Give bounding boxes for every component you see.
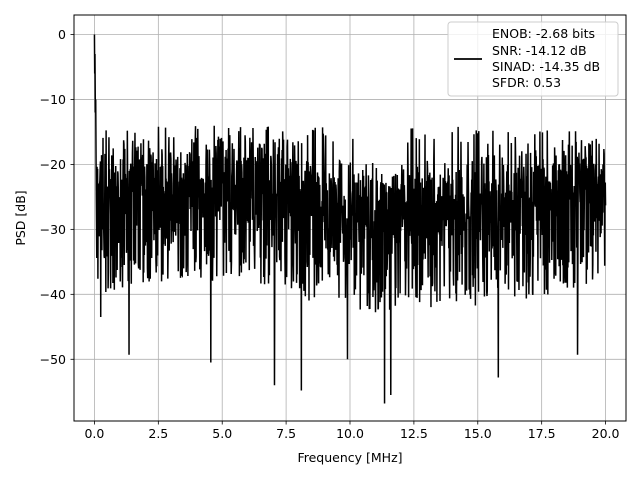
x-tick-label: 2.5 [148, 426, 168, 441]
x-tick-label: 7.5 [276, 426, 296, 441]
legend: ENOB: -2.68 bits SNR: -14.12 dB SINAD: -… [447, 21, 619, 97]
y-tick-label: −30 [40, 222, 66, 237]
y-tick-label: −10 [40, 92, 66, 107]
x-tick-label: 15.0 [464, 426, 492, 441]
x-tick-label: 10.0 [336, 426, 364, 441]
y-tick-label: −20 [40, 157, 66, 172]
legend-entry-line-1: ENOB: -2.68 bits [492, 26, 595, 41]
y-axis-label: PSD [dB] [13, 190, 28, 245]
psd-series-line [93, 34, 607, 404]
legend-entry-line-4: SFDR: 0.53 [492, 75, 561, 90]
y-tick-label: −50 [40, 352, 66, 367]
x-tick-label: 12.5 [400, 426, 428, 441]
plot-area [93, 34, 607, 404]
y-axis-ticks: 0 −10 −20 −30 −40 −50 [40, 27, 74, 367]
legend-entry-line-2: SNR: -14.12 dB [492, 43, 587, 58]
x-tick-label: 0.0 [84, 426, 104, 441]
x-axis-ticks: 0.0 2.5 5.0 7.5 10.0 12.5 15.0 17.5 20.0 [84, 421, 620, 441]
legend-box [447, 21, 619, 97]
legend-entry-line-3: SINAD: -14.35 dB [492, 59, 600, 74]
y-tick-label: −40 [40, 287, 66, 302]
x-tick-label: 20.0 [592, 426, 620, 441]
x-axis-label: Frequency [MHz] [297, 450, 402, 465]
y-tick-label: 0 [58, 27, 66, 42]
x-tick-label: 5.0 [212, 426, 232, 441]
x-tick-label: 17.5 [528, 426, 556, 441]
